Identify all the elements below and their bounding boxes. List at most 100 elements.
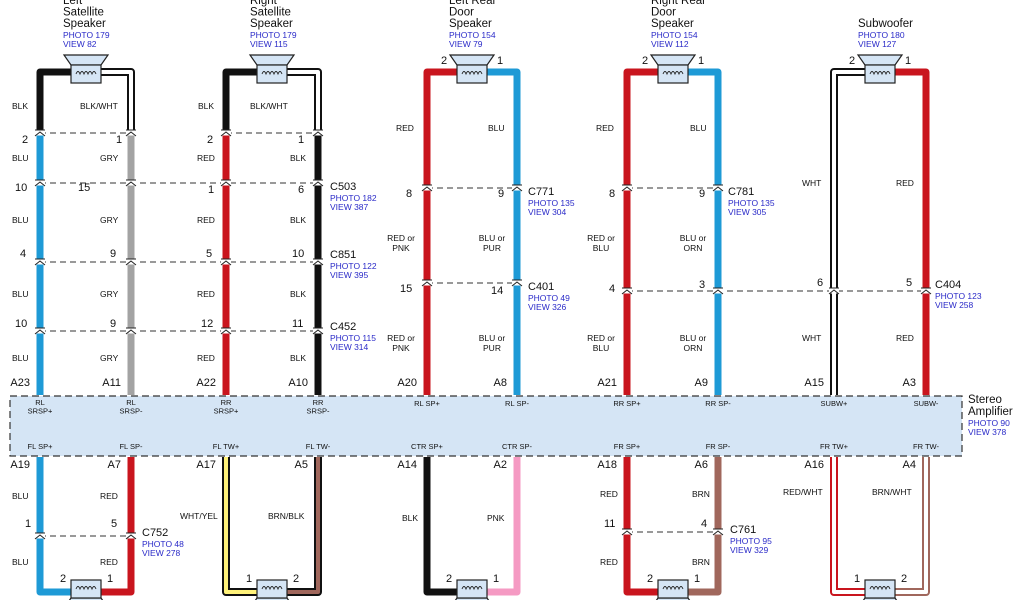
speaker-pin: 2 xyxy=(446,573,452,585)
pin-number: 4 xyxy=(20,248,26,260)
wire-label: WHT/YEL xyxy=(180,511,218,521)
connector-gap xyxy=(512,280,522,286)
pin-number: 15 xyxy=(400,283,412,295)
amp-function: FL SP+ xyxy=(28,442,54,451)
connector-pin xyxy=(125,129,137,137)
amp-function: RL SP+ xyxy=(414,399,440,408)
connector-pin xyxy=(34,129,46,137)
wire-label: BLK xyxy=(290,353,306,363)
speaker-photo: PHOTO 180 xyxy=(858,30,905,40)
amp-pin: A15 xyxy=(804,377,824,389)
speaker-body xyxy=(864,579,896,599)
pin-number: 1 xyxy=(116,134,122,146)
wire-label: BLU or xyxy=(680,333,707,343)
pin-number: 10 xyxy=(15,318,27,330)
speaker-coil xyxy=(662,71,684,76)
speaker-name: Right Rear xyxy=(651,0,706,7)
speaker-cone xyxy=(448,54,496,66)
wire-label: BLU xyxy=(12,153,29,163)
amp-function: RL xyxy=(35,398,45,407)
wire xyxy=(222,68,258,133)
connector-pin xyxy=(312,179,324,187)
wire-label: PUR xyxy=(483,243,501,253)
connector-gap xyxy=(829,288,839,294)
wire-core xyxy=(224,457,258,594)
wire-label: BRN/BLK xyxy=(268,511,305,521)
wire-label: BLK/WHT xyxy=(80,101,118,111)
connector-photo: PHOTO 48 xyxy=(142,539,184,549)
speaker-body xyxy=(456,64,488,84)
connector-photo: PHOTO 49 xyxy=(528,293,570,303)
wire-label: BLU xyxy=(593,243,610,253)
wire-label: RED xyxy=(197,353,215,363)
speaker-name: Satellite xyxy=(250,7,291,19)
amp-pin: A18 xyxy=(597,459,617,471)
wire-label: BLK xyxy=(12,101,28,111)
wire-label: ORN xyxy=(684,343,703,353)
wire-label: RED xyxy=(197,215,215,225)
wire-label: ORN xyxy=(684,243,703,253)
speaker-photo: PHOTO 154 xyxy=(651,30,698,40)
pin-number: 14 xyxy=(491,285,503,297)
wire xyxy=(486,457,521,596)
amp-function: RL SP- xyxy=(505,399,529,408)
wire-core xyxy=(100,70,133,133)
wire xyxy=(286,457,322,596)
wire xyxy=(687,68,722,395)
pin-number: 3 xyxy=(699,279,705,291)
wire-label: BRN/WHT xyxy=(872,487,912,497)
speaker-cone xyxy=(248,54,296,66)
wire-label: PNK xyxy=(392,343,410,353)
connector-view: VIEW 278 xyxy=(142,548,181,558)
wire-label: RED xyxy=(896,178,914,188)
speaker-pin: 1 xyxy=(698,55,704,67)
connector-gap xyxy=(221,180,231,186)
connector-pin xyxy=(312,258,324,266)
amp-function: RR SP+ xyxy=(613,399,641,408)
amp-function: RR xyxy=(313,398,324,407)
amp-pin: A6 xyxy=(695,459,708,471)
amp-function: SUBW- xyxy=(914,399,939,408)
connector-view: VIEW 258 xyxy=(935,300,974,310)
speaker-view: VIEW 79 xyxy=(449,39,483,49)
connector-gap xyxy=(313,328,323,334)
speaker-body xyxy=(864,64,896,84)
connector-view: VIEW 326 xyxy=(528,302,567,312)
connector-pin xyxy=(312,129,324,137)
amp-pin: A22 xyxy=(196,377,216,389)
wire-label: BLU xyxy=(12,215,29,225)
connector-gap xyxy=(713,288,723,294)
speaker-pin: 1 xyxy=(107,573,113,585)
connector-gap xyxy=(713,185,723,191)
wire xyxy=(423,68,458,395)
speaker-body xyxy=(657,579,689,599)
speaker-coil xyxy=(75,71,97,76)
connector-gap xyxy=(126,533,136,539)
connector-pin xyxy=(621,184,633,192)
wire xyxy=(222,457,258,596)
connector-photo: PHOTO 135 xyxy=(728,198,775,208)
amp-pin: A19 xyxy=(10,459,30,471)
wire-label: BLU xyxy=(690,123,707,133)
wire-label: GRY xyxy=(100,289,119,299)
speaker-body xyxy=(456,579,488,599)
connector-gap xyxy=(713,529,723,535)
connector-pin xyxy=(621,287,633,295)
speaker-view: VIEW 115 xyxy=(250,39,288,49)
amplifier-name: Stereo xyxy=(968,394,1002,406)
wire-label: BLU xyxy=(12,353,29,363)
connector-name: C752 xyxy=(142,527,168,539)
connector-gap xyxy=(221,130,231,136)
amp-pin: A3 xyxy=(903,377,916,389)
speaker-pin: 2 xyxy=(293,573,299,585)
wire-label: GRY xyxy=(100,153,119,163)
speaker-name: Speaker xyxy=(651,18,694,30)
speaker-body xyxy=(70,64,102,84)
speaker-view: VIEW 112 xyxy=(651,39,689,49)
speaker-name: Speaker xyxy=(250,18,293,30)
wire-label: PUR xyxy=(483,343,501,353)
wire-label: BLK xyxy=(402,513,418,523)
wire-label: BLU or xyxy=(479,233,506,243)
speaker-pin: 2 xyxy=(642,55,648,67)
connector-name: C503 xyxy=(330,181,356,193)
